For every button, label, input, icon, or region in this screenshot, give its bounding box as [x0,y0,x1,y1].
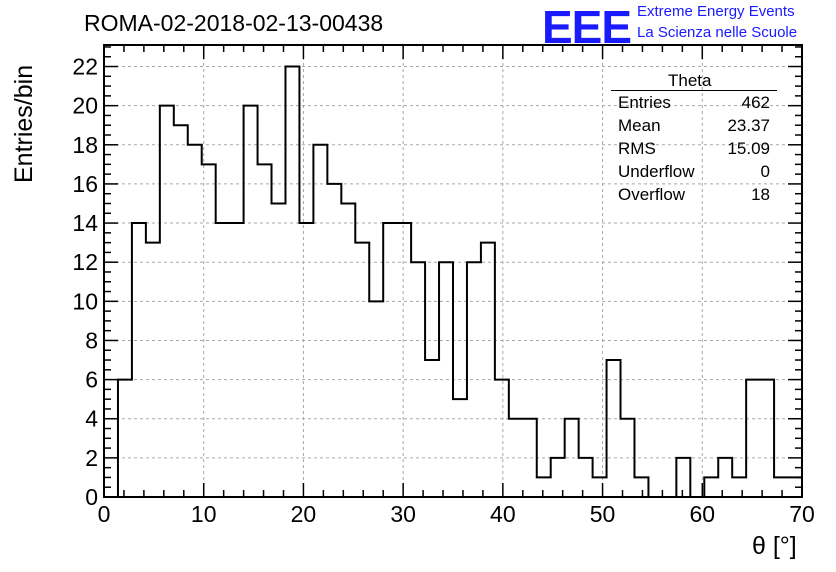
stats-value-overflow: 18 [751,185,770,204]
stats-label-mean: Mean [618,116,661,135]
x-tick-label: 60 [689,501,715,527]
stats-value-rms: 15.09 [727,139,770,158]
stats-label-underflow: Underflow [618,162,695,181]
histogram-bin [495,380,509,497]
y-axis-label: Entries/bin [10,64,38,183]
histogram-bin [174,125,188,497]
histogram-bin [481,243,495,497]
histogram-bin [188,145,202,497]
histogram-bin [230,223,244,497]
histogram-bin [397,223,411,497]
x-tick-label: 30 [390,501,416,527]
y-tick-label: 6 [85,367,98,393]
histogram-bin [509,419,523,497]
y-tick-label: 4 [85,406,98,432]
plot-frame [103,44,803,498]
histogram-bin [453,399,467,497]
histogram-bin [299,223,313,497]
histogram-bin [327,184,341,497]
y-tick-label: 14 [72,210,98,236]
histogram-bin [593,477,607,497]
histogram-bin [118,380,132,497]
stats-value-mean: 23.37 [727,116,770,135]
histogram-bin [579,458,593,497]
histogram-series [104,65,803,498]
histogram-bin [467,262,481,497]
logo-subtitle-1: Extreme Energy Events [637,3,795,20]
y-tick-label: 2 [85,445,98,471]
run-title: ROMA-02-2018-02-13-00438 [84,10,384,36]
histogram-bin [439,262,453,497]
histogram-bin [341,203,355,497]
histogram-bin [355,243,369,497]
histogram-bin [774,477,788,497]
y-tick-label: 12 [72,249,98,275]
y-tick-label: 8 [85,327,98,353]
y-tick-label: 16 [72,171,98,197]
stats-label-entries: Entries [618,93,671,112]
histogram-bin [272,203,286,497]
histogram-bin [523,419,537,497]
plot-border [103,44,803,498]
histogram-bin [425,360,439,497]
histogram-bin [718,458,732,497]
histogram-bin [411,262,425,497]
histogram-bin [258,164,272,497]
histogram-bin [621,419,635,497]
histogram-bin [565,419,579,497]
histogram-bin [369,301,383,497]
histogram-bin [202,164,216,497]
x-axis-label: θ [°] [752,532,797,560]
stats-value-underflow: 0 [760,162,770,181]
x-tick-label: 10 [191,501,217,527]
stats-title: Theta [668,71,712,90]
x-tick-label: 70 [789,501,815,527]
histogram-bin [244,106,258,497]
histogram-bin [760,380,774,497]
eee-logo: EEE [542,1,632,53]
histogram-bin [607,360,621,497]
stats-value-entries: 462 [741,93,770,112]
histogram-bin [732,477,746,497]
histogram-bin [313,145,327,497]
stats-divider [611,90,777,91]
x-tick-label: 20 [291,501,317,527]
y-tick-label: 22 [72,54,98,80]
histogram-bin [285,67,299,497]
stats-label-overflow: Overflow [618,185,686,204]
histogram-bin [216,223,230,497]
histogram-bin [634,477,648,497]
axis-tick-labels: 0 10 20 30 40 50 60 70 0 2 4 6 8 10 12 14 16 18 20 22 [72,54,814,527]
histogram-bin [132,223,146,497]
logo-subtitle-2: La Scienza nelle Scuole [637,24,798,41]
histogram-bin [146,243,160,497]
x-tick-label: 50 [590,501,616,527]
y-tick-label: 18 [72,132,98,158]
axis-ticks [103,45,803,498]
histogram-outline [104,65,803,498]
histogram-bin [537,477,551,497]
x-tick-label: 40 [490,501,516,527]
histogram-bin [383,223,397,497]
histogram-bin [160,106,174,497]
histogram-bin [746,380,760,497]
y-tick-label: 10 [72,288,98,314]
histogram-bin [704,477,718,497]
y-tick-label: 20 [72,93,98,119]
stats-label-rms: RMS [618,139,656,158]
x-tick-label: 0 [98,501,111,527]
y-tick-label: 0 [85,484,98,510]
histogram-bin [676,458,690,497]
